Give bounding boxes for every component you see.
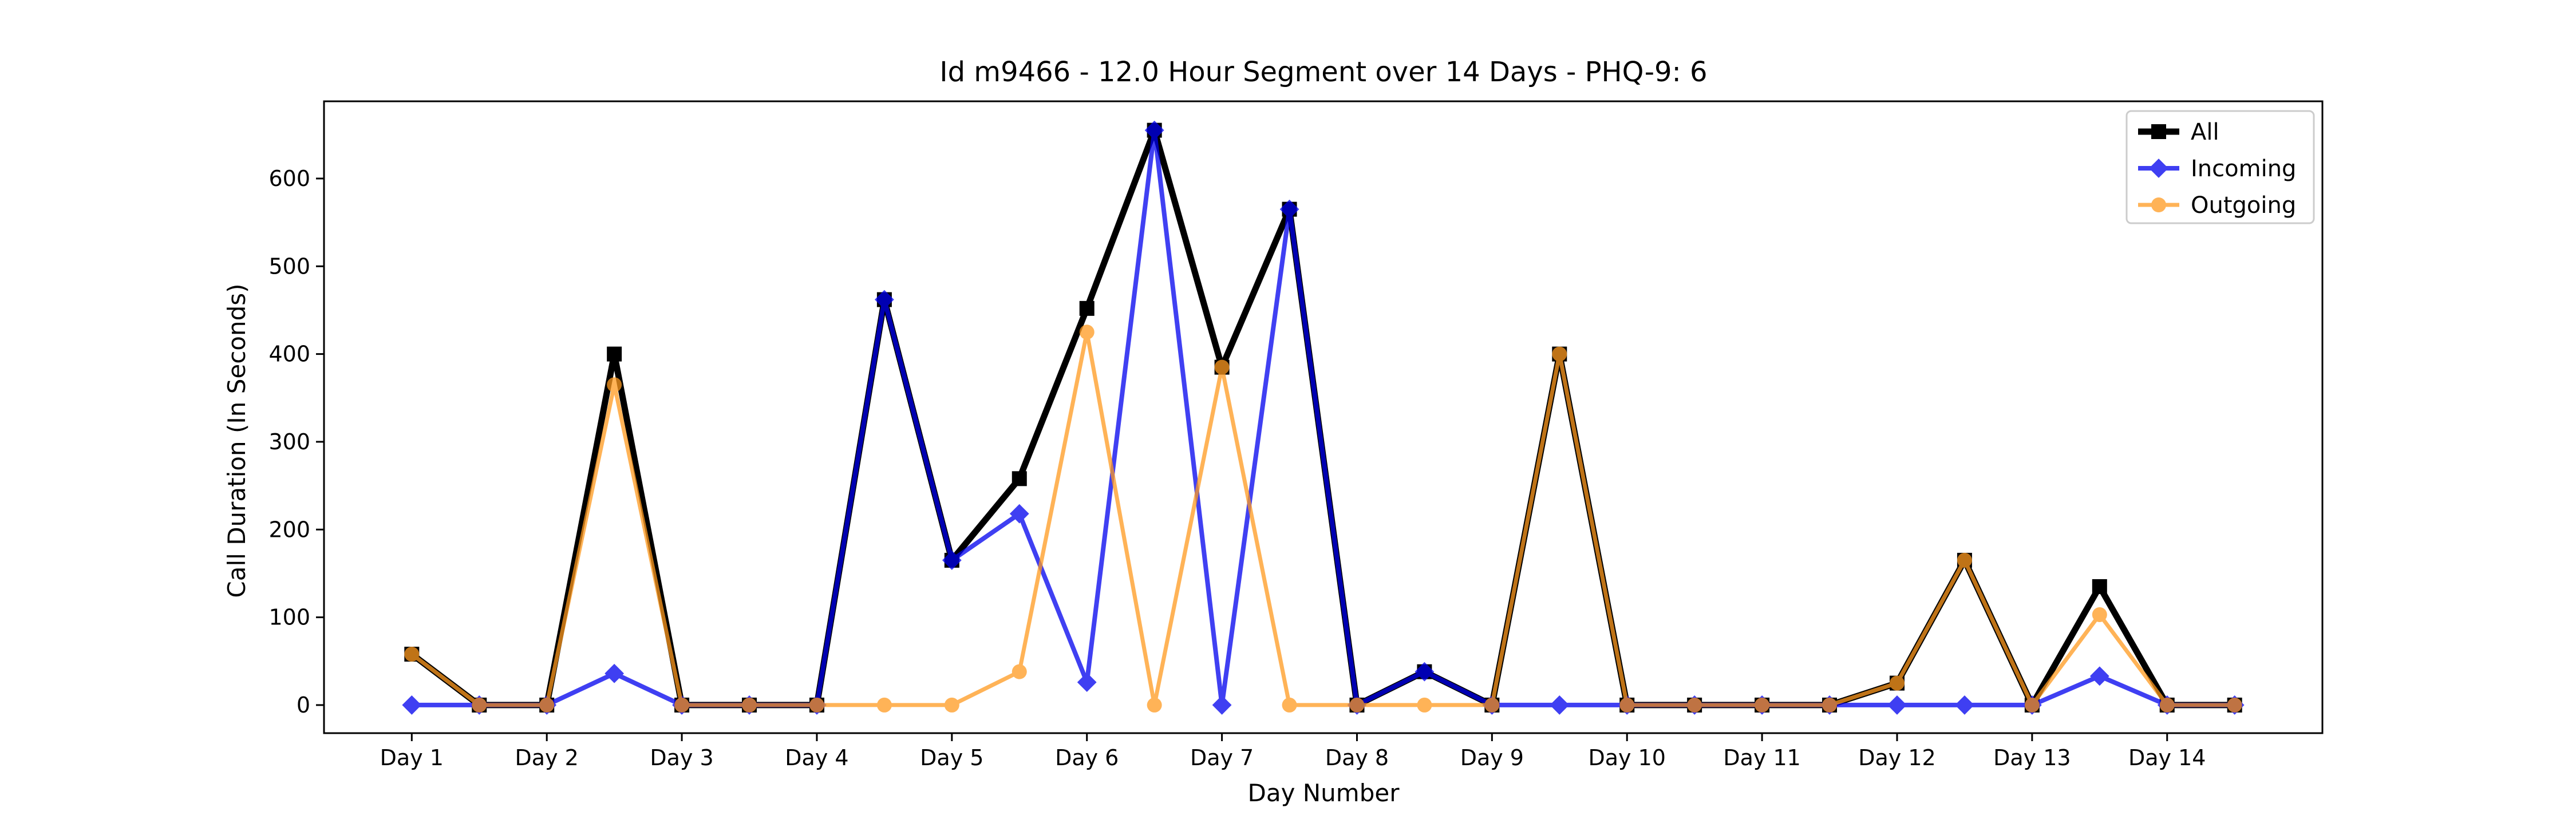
series-line-all <box>410 127 2235 709</box>
series-lines <box>402 120 2245 715</box>
y-axis-label: Call Duration (In Seconds) <box>223 283 251 598</box>
data-point-outgoing <box>472 697 487 713</box>
data-point-incoming <box>1550 695 1570 715</box>
x-tick-label: Day 11 <box>1723 745 1800 770</box>
data-point-outgoing <box>539 697 555 713</box>
data-point-outgoing <box>1822 697 1838 713</box>
series-incoming <box>402 120 2245 715</box>
series-line-incoming <box>412 128 2235 707</box>
y-tick-label: 400 <box>268 342 310 367</box>
data-point-outgoing <box>742 697 757 713</box>
data-point-all <box>1079 300 1095 316</box>
data-point-outgoing <box>404 647 420 662</box>
x-tick-label: Day 2 <box>515 745 579 770</box>
legend: All Incoming Outgoing <box>2125 110 2315 224</box>
data-point-incoming <box>605 663 625 683</box>
data-point-outgoing <box>1619 697 1635 713</box>
x-tick-label: Day 3 <box>650 745 713 770</box>
x-tick-label: Day 8 <box>1325 745 1389 770</box>
data-point-incoming <box>402 695 422 715</box>
y-tick-label: 200 <box>268 517 310 542</box>
legend-swatch-marker <box>2149 159 2168 178</box>
data-point-outgoing <box>607 377 622 393</box>
data-point-outgoing <box>944 697 959 713</box>
y-tick-label: 100 <box>268 605 310 630</box>
data-point-incoming <box>1955 695 1974 715</box>
data-point-incoming <box>1009 504 1029 524</box>
y-tick-label: 300 <box>268 429 310 454</box>
data-point-outgoing <box>876 697 892 713</box>
legend-label: All <box>2191 119 2219 145</box>
axis-ticks: 0 100 200 300 400 500 600 Day 1 Day 2 Day 3 Day 4 D… <box>268 166 2206 770</box>
data-point-outgoing <box>2159 697 2175 713</box>
data-point-outgoing <box>809 697 824 713</box>
legend-label: Incoming <box>2191 156 2296 182</box>
x-tick-label: Day 12 <box>1858 745 1935 770</box>
data-point-outgoing <box>1755 697 1770 713</box>
data-point-incoming <box>1415 662 1435 682</box>
data-point-all <box>2092 579 2107 594</box>
data-point-outgoing <box>1552 346 1567 362</box>
data-point-outgoing <box>2092 607 2107 622</box>
x-axis-label: Day Number <box>1247 779 1400 807</box>
y-tick-label: 0 <box>297 693 310 718</box>
data-point-outgoing <box>1012 664 1027 679</box>
x-tick-label: Day 1 <box>380 745 444 770</box>
legend-entry-incoming <box>2138 159 2179 178</box>
legend-swatch-marker <box>2151 124 2166 139</box>
data-point-outgoing <box>1282 697 1297 713</box>
data-point-outgoing <box>1349 697 1365 713</box>
x-tick-label: Day 6 <box>1055 745 1119 770</box>
data-point-incoming <box>1887 695 1907 715</box>
data-point-incoming <box>942 551 962 570</box>
x-tick-label: Day 13 <box>1993 745 2071 770</box>
series-outgoing <box>404 325 2242 713</box>
legend-entry-all <box>2138 124 2179 139</box>
data-point-outgoing <box>1957 552 1972 568</box>
x-tick-label: Day 14 <box>2128 745 2206 770</box>
data-point-outgoing <box>1214 359 1230 375</box>
legend-label: Outgoing <box>2191 192 2296 219</box>
series-line-outgoing <box>410 330 2235 707</box>
x-tick-label: Day 9 <box>1460 745 1524 770</box>
chart-title: Id m9466 - 12.0 Hour Segment over 14 Day… <box>939 56 1707 88</box>
data-point-outgoing <box>1079 325 1095 340</box>
data-point-outgoing <box>674 697 690 713</box>
data-point-incoming <box>2089 666 2109 686</box>
data-point-outgoing <box>1417 697 1432 713</box>
series-all <box>404 122 2242 713</box>
x-tick-label: Day 7 <box>1190 745 1254 770</box>
data-point-outgoing <box>1889 675 1905 691</box>
plot-frame <box>323 100 2324 734</box>
data-point-incoming <box>1144 120 1164 140</box>
data-point-all <box>1012 471 1027 486</box>
data-point-incoming <box>874 290 894 310</box>
x-tick-label: Day 5 <box>920 745 983 770</box>
y-tick-label: 500 <box>268 254 310 279</box>
x-tick-label: Day 10 <box>1588 745 1665 770</box>
data-point-incoming <box>1212 695 1232 715</box>
data-point-outgoing <box>2024 697 2040 713</box>
legend-entry-outgoing <box>2138 197 2179 212</box>
data-point-outgoing <box>2227 697 2242 713</box>
data-point-all <box>607 346 622 362</box>
data-point-outgoing <box>1687 697 1702 713</box>
data-point-outgoing <box>1147 697 1162 713</box>
x-tick-label: Day 4 <box>785 745 848 770</box>
data-point-incoming <box>1279 199 1299 219</box>
legend-box <box>2125 110 2315 224</box>
legend-swatch-marker <box>2151 197 2166 212</box>
y-tick-label: 600 <box>268 166 310 191</box>
data-point-outgoing <box>1484 697 1500 713</box>
data-point-incoming <box>1077 672 1097 692</box>
